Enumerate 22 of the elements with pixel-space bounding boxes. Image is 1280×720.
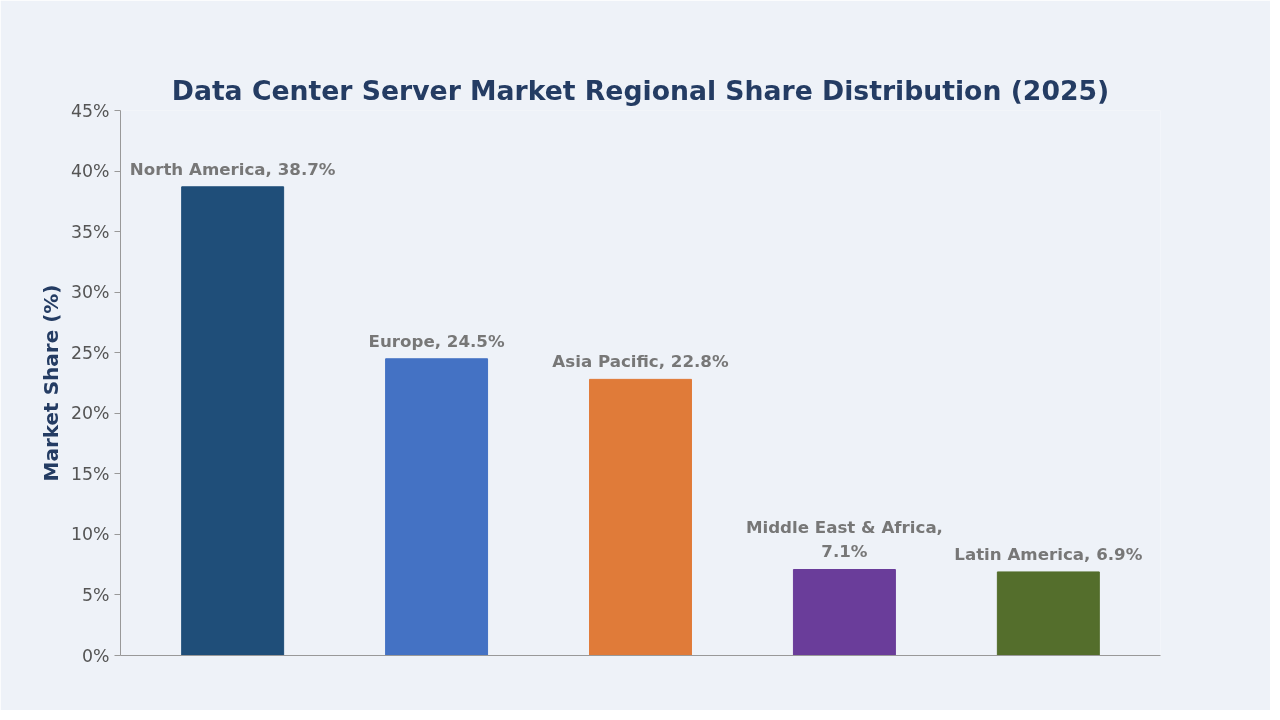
y-tick-label: 0% bbox=[82, 645, 110, 666]
y-tick-label: 35% bbox=[70, 221, 110, 242]
bar bbox=[385, 358, 489, 656]
data-label: Asia Pacific, 22.8% bbox=[552, 352, 729, 372]
y-tick-label: 30% bbox=[70, 282, 110, 303]
y-tick-label: 20% bbox=[70, 403, 110, 424]
chart-title: Data Center Server Market Regional Share Distribution (2025) bbox=[171, 74, 1110, 106]
y-axis-title: Market Share (%) bbox=[38, 284, 63, 482]
y-tick-label: 40% bbox=[70, 161, 110, 182]
data-label: Europe, 24.5% bbox=[368, 331, 505, 351]
bar bbox=[589, 378, 692, 656]
y-tick-label: 45% bbox=[70, 100, 110, 121]
bar bbox=[792, 569, 896, 656]
y-tick-label: 5% bbox=[82, 584, 110, 605]
data-label: Middle East & Africa, 7.1% bbox=[745, 517, 943, 562]
data-label: Latin America, 6.9% bbox=[954, 544, 1143, 564]
bar bbox=[996, 571, 1100, 656]
y-tick-label: 10% bbox=[70, 524, 110, 545]
bar bbox=[181, 186, 285, 656]
y-tick-label: 15% bbox=[70, 463, 110, 484]
y-tick-label: 25% bbox=[70, 342, 110, 363]
data-label: North America, 38.7% bbox=[129, 159, 336, 179]
